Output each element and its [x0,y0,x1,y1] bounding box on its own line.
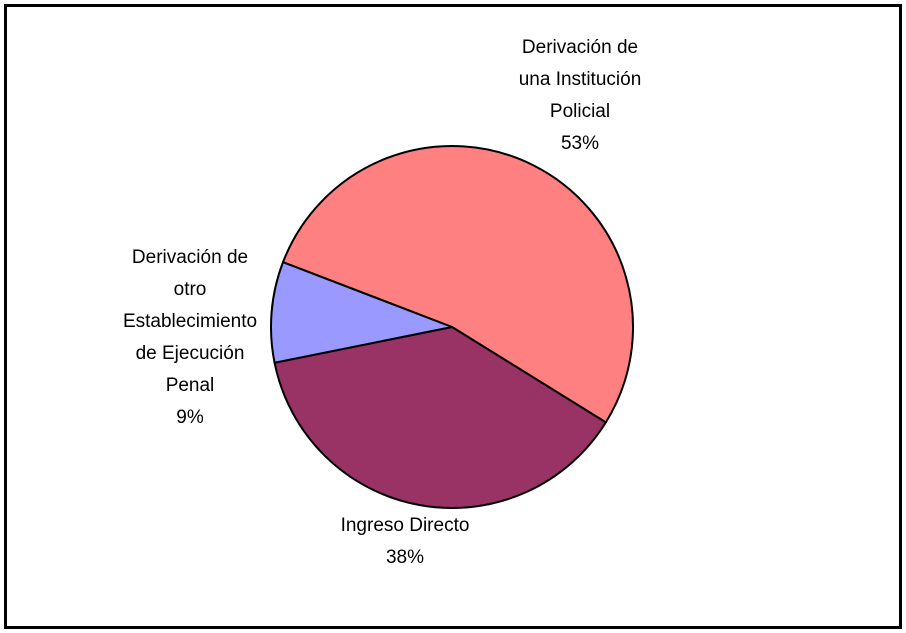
value-label: 53% [560,133,600,154]
category-label: Ingreso Directo [340,515,470,536]
value-label: 9% [176,407,204,428]
slice-label: Ingreso Directo 38% [341,510,470,574]
category-label: Derivación de otro Establecimiento de Ej… [122,247,258,396]
pie-slice [273,326,607,509]
pie-slice [282,145,634,424]
category-label: Derivación de una Institución Policial [518,37,642,122]
pie-slice [270,261,453,364]
value-label: 38% [385,547,425,568]
slice-label: Derivación de una Institución Policial 53… [519,32,642,160]
slice-label: Derivación de otro Establecimiento de Ej… [123,242,257,434]
